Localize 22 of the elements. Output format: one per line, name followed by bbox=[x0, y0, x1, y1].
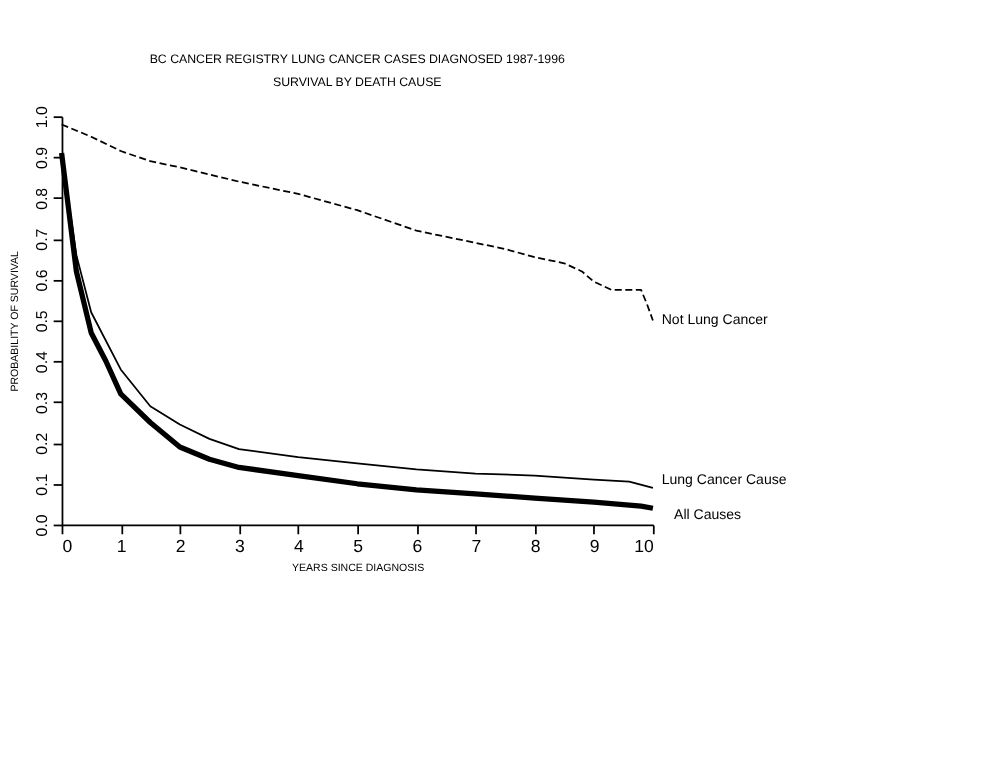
x-tick-label: 9 bbox=[589, 535, 600, 556]
x-tick-label: 3 bbox=[234, 535, 245, 556]
y-tick-label: 1.0 bbox=[32, 104, 51, 129]
y-tick-label: 0.7 bbox=[32, 228, 51, 251]
y-tick-label: 0.3 bbox=[32, 390, 51, 414]
y-tick-label: 0.8 bbox=[32, 186, 51, 210]
x-tick-label: 6 bbox=[412, 535, 423, 556]
x-tick-label: 8 bbox=[530, 535, 541, 556]
x-tick-label: 1 bbox=[116, 535, 127, 556]
x-tick-label: 0 bbox=[62, 535, 73, 556]
y-tick-label: 0.9 bbox=[32, 145, 51, 169]
x-tick-label: 5 bbox=[353, 535, 364, 556]
y-tick-label: 0.0 bbox=[32, 513, 51, 537]
x-tick-label: 7 bbox=[471, 535, 482, 556]
y-tick-label: 0.2 bbox=[32, 432, 51, 455]
y-tick-label: 0.6 bbox=[32, 268, 51, 292]
y-tick-label: 0.1 bbox=[32, 472, 51, 496]
x-tick-label: 2 bbox=[175, 535, 186, 556]
y-tick-label: 0.4 bbox=[32, 349, 51, 374]
x-tick-label: 10 bbox=[634, 535, 654, 556]
x-tick-label: 4 bbox=[294, 535, 305, 556]
y-tick-label: 0.5 bbox=[32, 309, 51, 333]
